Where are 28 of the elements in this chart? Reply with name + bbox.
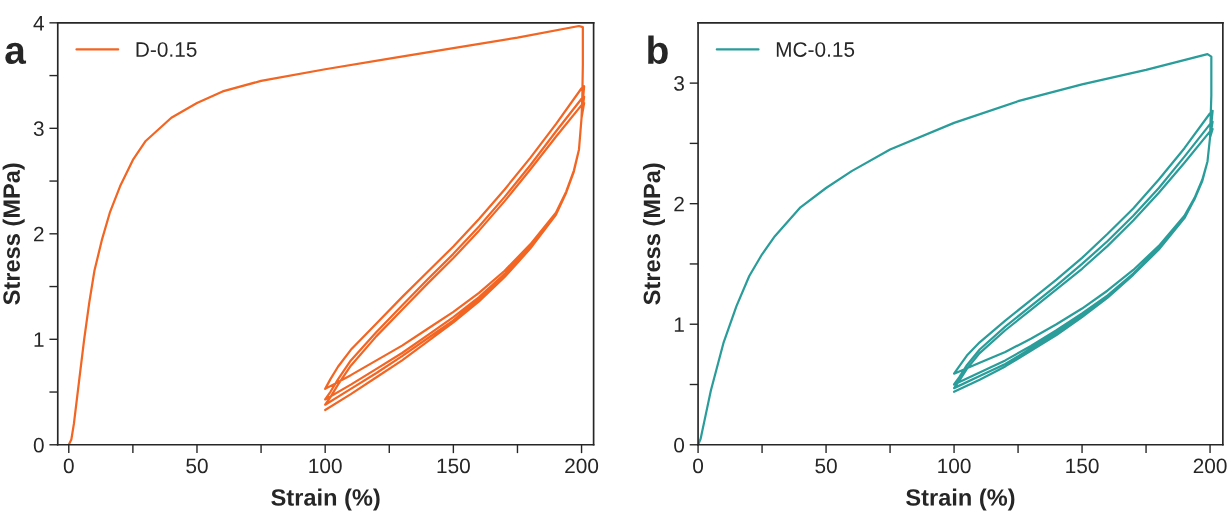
chart-title: a xyxy=(5,42,27,65)
x-tick-label: 150 xyxy=(1066,458,1099,474)
x-tick-label: 0 xyxy=(693,458,704,474)
y-tick-label: 1 xyxy=(674,317,684,332)
y-tick-label: 0 xyxy=(674,437,685,453)
x-tick-label: 100 xyxy=(309,458,342,474)
x-tick-label: 100 xyxy=(938,458,971,474)
x-tick-label: 150 xyxy=(437,458,470,474)
legend-label: D-0.15 xyxy=(136,42,197,57)
y-tick-label: 2 xyxy=(34,226,44,242)
x-tick-label: 50 xyxy=(186,458,208,474)
x-tick-label: 200 xyxy=(1193,458,1227,474)
x-axis-title: Strain (%) xyxy=(271,488,380,511)
legend-label: MC-0.15 xyxy=(776,42,855,57)
y-tick-label: 1 xyxy=(34,332,44,347)
y-tick-label: 4 xyxy=(33,16,44,31)
y-axis-title: Stress (MPa) xyxy=(2,163,25,305)
y-tick-label: 0 xyxy=(33,437,44,453)
y-tick-label: 3 xyxy=(674,76,684,91)
chart-title: b xyxy=(648,35,668,65)
x-tick-label: 50 xyxy=(815,458,837,474)
x-axis-title: Strain (%) xyxy=(906,488,1015,511)
y-tick-label: 3 xyxy=(33,121,44,137)
x-tick-label: 200 xyxy=(565,458,599,474)
line-series xyxy=(67,24,586,445)
x-tick-label: 0 xyxy=(63,458,74,474)
y-tick-label: 2 xyxy=(674,196,684,212)
y-axis-title: Stress (MPa) xyxy=(642,163,665,305)
